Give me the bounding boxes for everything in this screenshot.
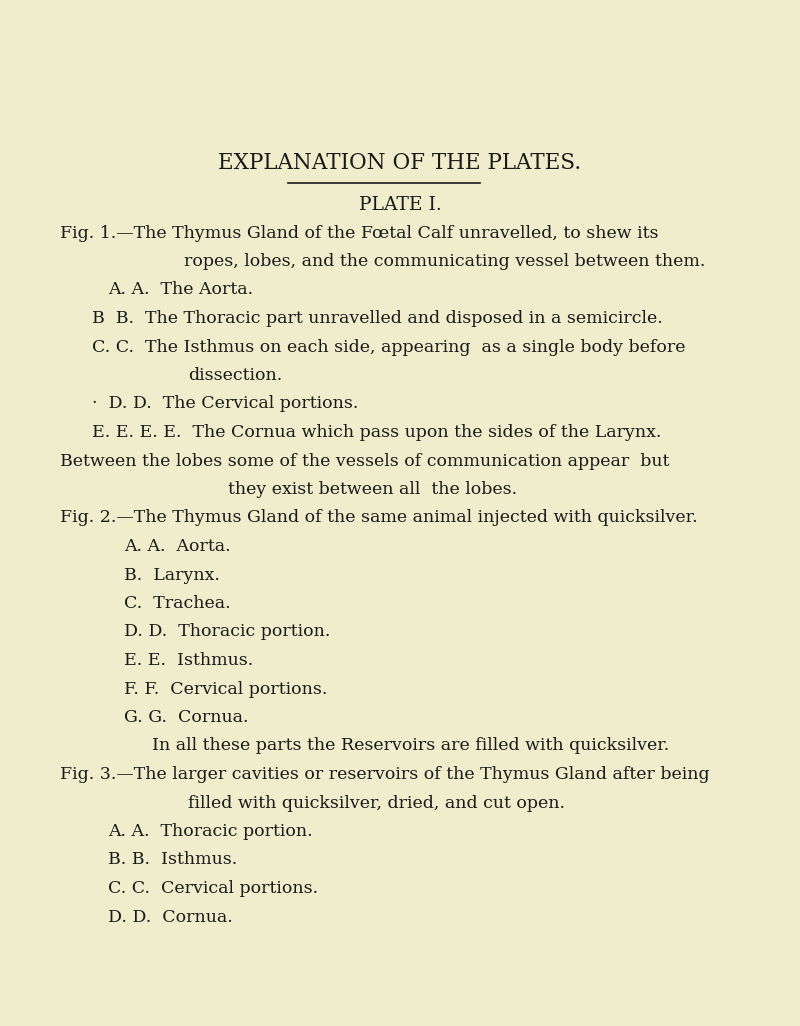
Text: ropes, lobes, and the communicating vessel between them.: ropes, lobes, and the communicating vess… bbox=[184, 253, 706, 270]
Text: C.  Trachea.: C. Trachea. bbox=[124, 595, 230, 611]
Text: In all these parts the Reservoirs are filled with quicksilver.: In all these parts the Reservoirs are fi… bbox=[152, 738, 670, 754]
Text: filled with quicksilver, dried, and cut open.: filled with quicksilver, dried, and cut … bbox=[188, 794, 565, 812]
Text: B. B.  Isthmus.: B. B. Isthmus. bbox=[108, 852, 238, 868]
Text: B.  Larynx.: B. Larynx. bbox=[124, 566, 220, 584]
Text: E. E. E. E.  The Cornua which pass upon the sides of the Larynx.: E. E. E. E. The Cornua which pass upon t… bbox=[92, 424, 662, 441]
Text: C. C.  Cervical portions.: C. C. Cervical portions. bbox=[108, 880, 333, 897]
Text: E. E.  Isthmus.: E. E. Isthmus. bbox=[124, 652, 254, 669]
Text: dissection.: dissection. bbox=[188, 367, 282, 384]
Text: Fig. 3.—The larger cavities or reservoirs of the Thymus Gland after being: Fig. 3.—The larger cavities or reservoir… bbox=[60, 766, 710, 783]
Text: B  B.  The Thoracic part unravelled and disposed in a semicircle.: B B. The Thoracic part unravelled and di… bbox=[92, 310, 662, 327]
Text: Fig. 1.—The Thymus Gland of the Fœtal Calf unravelled, to shew its: Fig. 1.—The Thymus Gland of the Fœtal Ca… bbox=[60, 225, 658, 241]
Text: PLATE I.: PLATE I. bbox=[358, 196, 442, 214]
Text: ·  D. D.  The Cervical portions.: · D. D. The Cervical portions. bbox=[92, 395, 358, 412]
Text: D. D.  Cornua.: D. D. Cornua. bbox=[108, 908, 233, 925]
Text: Between the lobes some of the vessels of communication appear  but: Between the lobes some of the vessels of… bbox=[60, 452, 670, 470]
Text: they exist between all  the lobes.: they exist between all the lobes. bbox=[228, 481, 517, 498]
Text: A. A.  Thoracic portion.: A. A. Thoracic portion. bbox=[108, 823, 313, 840]
Text: D. D.  Thoracic portion.: D. D. Thoracic portion. bbox=[124, 624, 330, 640]
Text: A. A.  The Aorta.: A. A. The Aorta. bbox=[108, 281, 253, 299]
Text: A. A.  Aorta.: A. A. Aorta. bbox=[124, 538, 230, 555]
Text: Fig. 2.—The Thymus Gland of the same animal injected with quicksilver.: Fig. 2.—The Thymus Gland of the same ani… bbox=[60, 510, 698, 526]
Text: C. C.  The Isthmus on each side, appearing  as a single body before: C. C. The Isthmus on each side, appearin… bbox=[92, 339, 686, 355]
Text: EXPLANATION OF THE PLATES.: EXPLANATION OF THE PLATES. bbox=[218, 152, 582, 174]
Text: F. F.  Cervical portions.: F. F. Cervical portions. bbox=[124, 680, 327, 698]
Text: G. G.  Cornua.: G. G. Cornua. bbox=[124, 709, 249, 726]
